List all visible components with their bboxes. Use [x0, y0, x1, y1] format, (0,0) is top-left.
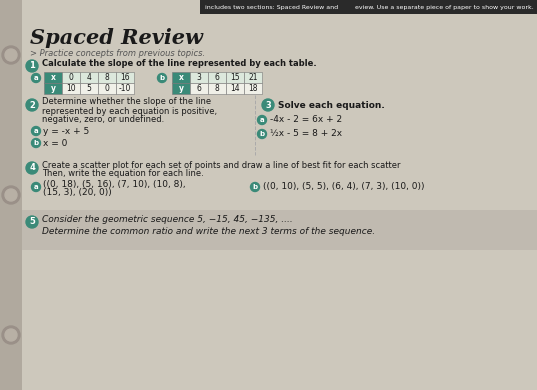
Text: 5: 5	[29, 218, 35, 227]
Text: 3: 3	[265, 101, 271, 110]
Bar	[190, 72, 208, 83]
Circle shape	[26, 162, 38, 174]
Circle shape	[2, 46, 20, 64]
Text: Solve each equation.: Solve each equation.	[278, 101, 384, 110]
Circle shape	[2, 186, 20, 204]
Circle shape	[157, 73, 166, 83]
Text: Create a scatter plot for each set of points and draw a line of best fit for eac: Create a scatter plot for each set of po…	[42, 161, 401, 170]
Bar	[116, 83, 134, 94]
Text: 5: 5	[86, 84, 91, 93]
Bar	[190, 83, 208, 94]
Text: 15: 15	[230, 73, 240, 82]
Text: 4: 4	[86, 73, 91, 82]
Bar	[44, 72, 62, 83]
Bar	[200, 0, 537, 14]
Text: ½x - 5 = 8 + 2x: ½x - 5 = 8 + 2x	[270, 129, 342, 138]
Circle shape	[258, 115, 266, 124]
Bar	[244, 72, 262, 83]
Text: x: x	[179, 73, 184, 82]
Bar	[172, 72, 190, 83]
Text: 6: 6	[197, 84, 201, 93]
Circle shape	[26, 99, 38, 111]
Text: a: a	[260, 117, 264, 123]
Text: 21: 21	[248, 73, 258, 82]
Bar	[208, 72, 226, 83]
Text: b: b	[159, 75, 164, 81]
Text: b: b	[33, 140, 39, 146]
Text: (15, 3), (20, 0)): (15, 3), (20, 0))	[43, 188, 112, 197]
Text: 0: 0	[105, 84, 110, 93]
Text: ((0, 10), (5, 5), (6, 4), (7, 3), (10, 0)): ((0, 10), (5, 5), (6, 4), (7, 3), (10, 0…	[263, 183, 425, 191]
Circle shape	[5, 49, 17, 61]
Bar	[208, 83, 226, 94]
Bar	[172, 83, 190, 94]
Circle shape	[258, 129, 266, 138]
Circle shape	[5, 189, 17, 201]
Text: 3: 3	[197, 73, 201, 82]
Bar	[80, 83, 98, 94]
Bar	[62, 83, 80, 94]
Circle shape	[32, 126, 40, 135]
Bar	[226, 83, 244, 94]
Text: b: b	[259, 131, 265, 137]
Circle shape	[262, 99, 274, 111]
Text: 4: 4	[29, 163, 35, 172]
Bar	[116, 72, 134, 83]
Text: x = 0: x = 0	[43, 138, 67, 147]
Bar	[0, 0, 22, 390]
Bar	[98, 83, 116, 94]
Text: > Practice concepts from previous topics.: > Practice concepts from previous topics…	[30, 50, 205, 58]
Text: 14: 14	[230, 84, 240, 93]
Text: Determine the common ratio and write the next 3 terms of the sequence.: Determine the common ratio and write the…	[42, 227, 375, 236]
Text: 10: 10	[66, 84, 76, 93]
Text: b: b	[252, 184, 258, 190]
Text: 0: 0	[69, 73, 74, 82]
Text: a: a	[34, 75, 38, 81]
Circle shape	[32, 138, 40, 147]
Text: -4x - 2 = 6x + 2: -4x - 2 = 6x + 2	[270, 115, 342, 124]
Text: Consider the geometric sequence 5, −15, 45, −135, ....: Consider the geometric sequence 5, −15, …	[42, 215, 293, 223]
Circle shape	[5, 329, 17, 341]
Bar	[80, 72, 98, 83]
Circle shape	[26, 60, 38, 72]
Bar	[226, 72, 244, 83]
Circle shape	[26, 216, 38, 228]
Text: Then, write the equation for each line.: Then, write the equation for each line.	[42, 170, 204, 179]
Text: 18: 18	[248, 84, 258, 93]
Text: 8: 8	[215, 84, 220, 93]
Bar	[98, 72, 116, 83]
Bar	[244, 83, 262, 94]
Text: x: x	[50, 73, 55, 82]
Circle shape	[250, 183, 259, 191]
Text: 16: 16	[120, 73, 130, 82]
Text: 1: 1	[29, 62, 35, 71]
Text: -10: -10	[119, 84, 131, 93]
Text: 2: 2	[29, 101, 35, 110]
Text: eview. Use a separate piece of paper to show your work.: eview. Use a separate piece of paper to …	[355, 5, 534, 9]
Text: represented by each equation is positive,: represented by each equation is positive…	[42, 106, 217, 115]
Bar	[44, 83, 62, 94]
Text: 8: 8	[105, 73, 110, 82]
Bar	[22, 210, 537, 250]
Text: includes two sections: Spaced Review and: includes two sections: Spaced Review and	[205, 5, 338, 9]
Text: Determine whether the slope of the line: Determine whether the slope of the line	[42, 98, 211, 106]
Text: y = -x + 5: y = -x + 5	[43, 126, 89, 135]
Text: negative, zero, or undefined.: negative, zero, or undefined.	[42, 115, 164, 124]
Text: y: y	[50, 84, 55, 93]
Text: y: y	[178, 84, 184, 93]
Circle shape	[32, 183, 40, 191]
Text: 6: 6	[215, 73, 220, 82]
Circle shape	[2, 326, 20, 344]
Text: Calculate the slope of the line represented by each table.: Calculate the slope of the line represen…	[42, 58, 317, 67]
Text: ((0, 18), (5, 16), (7, 10), (10, 8),: ((0, 18), (5, 16), (7, 10), (10, 8),	[43, 179, 186, 188]
Text: a: a	[34, 184, 38, 190]
Circle shape	[32, 73, 40, 83]
Text: Spaced Review: Spaced Review	[30, 28, 203, 48]
Text: a: a	[34, 128, 38, 134]
Bar	[62, 72, 80, 83]
